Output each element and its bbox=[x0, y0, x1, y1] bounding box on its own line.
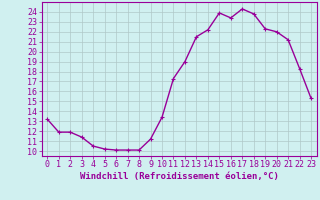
X-axis label: Windchill (Refroidissement éolien,°C): Windchill (Refroidissement éolien,°C) bbox=[80, 172, 279, 181]
